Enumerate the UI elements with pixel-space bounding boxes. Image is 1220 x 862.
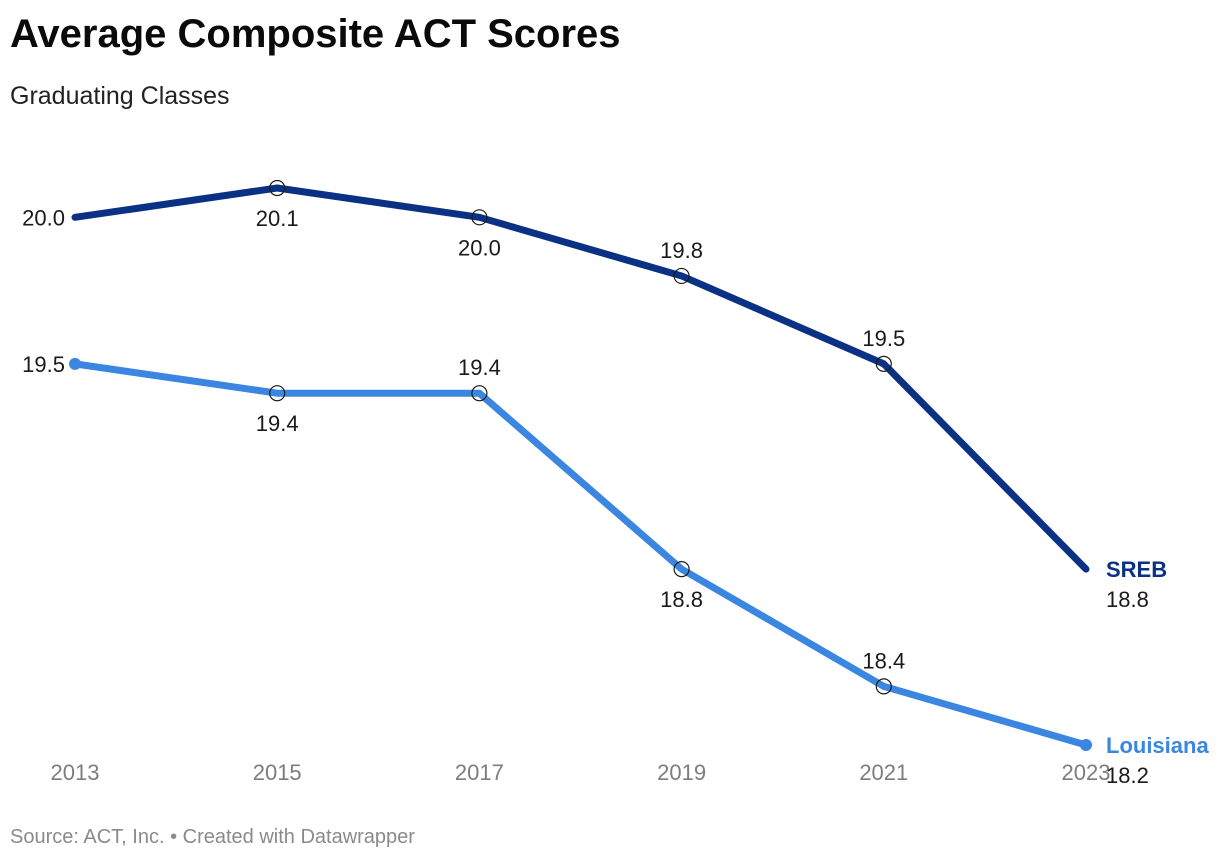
data-point-marker <box>673 267 690 285</box>
series-name-label: Louisiana <box>1106 733 1209 758</box>
x-tick-label: 2023 <box>1062 760 1111 785</box>
data-label-layer: 20.0 20.1 20.0 19.8 19.5 18.8 SREB 19.5 19.4 19.4… <box>22 205 1209 788</box>
source-note: Source: ACT, Inc. • Created with Datawra… <box>10 826 415 848</box>
data-label: 18.8 <box>1106 587 1149 612</box>
data-point-marker <box>673 561 690 578</box>
data-label: 19.5 <box>22 352 65 377</box>
series-sreb <box>71 179 1090 573</box>
end-point-marker <box>69 357 81 370</box>
series-layer <box>69 179 1092 751</box>
data-label: 19.8 <box>660 238 703 263</box>
x-tick-label: 2019 <box>657 760 706 785</box>
chart-title: Average Composite ACT Scores <box>10 12 621 56</box>
data-label: 19.4 <box>458 355 501 380</box>
data-label: 20.0 <box>458 235 501 260</box>
data-label: 20.1 <box>256 206 299 231</box>
end-point-marker <box>1080 739 1092 751</box>
data-point-marker <box>269 179 286 197</box>
data-label: 19.4 <box>256 411 299 436</box>
data-point-marker <box>269 385 286 402</box>
data-point-marker <box>875 355 892 372</box>
x-axis: 2013 2015 2017 2019 2021 2023 <box>51 760 1111 785</box>
chart-subtitle: Graduating Classes <box>10 82 230 110</box>
data-label: 18.4 <box>862 648 905 673</box>
data-label: 19.5 <box>862 326 905 351</box>
data-point-marker <box>875 678 892 695</box>
series-louisiana <box>69 357 1092 751</box>
data-label: 20.0 <box>22 205 65 230</box>
series-name-label: SREB <box>1106 557 1167 582</box>
series-line <box>71 360 1090 749</box>
x-tick-label: 2015 <box>253 760 302 785</box>
x-tick-label: 2021 <box>859 760 908 785</box>
data-point-marker <box>471 209 488 226</box>
data-label: 18.8 <box>660 587 703 612</box>
data-label: 18.2 <box>1106 763 1149 788</box>
data-point-marker <box>471 385 488 402</box>
x-tick-label: 2017 <box>455 760 504 785</box>
series-line <box>71 184 1090 573</box>
x-tick-label: 2013 <box>51 760 100 785</box>
